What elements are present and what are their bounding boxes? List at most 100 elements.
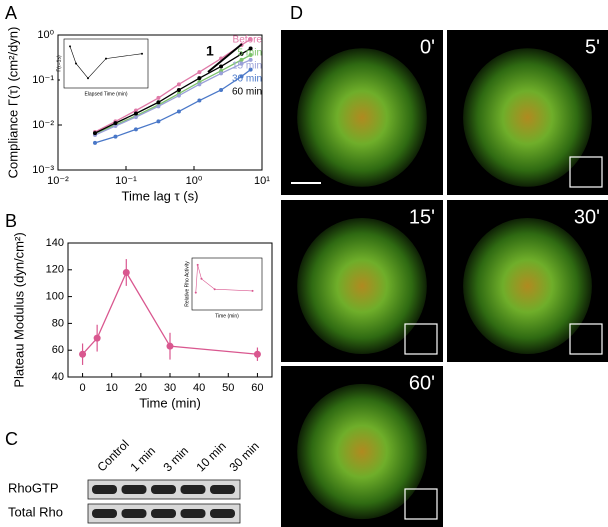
data-point	[213, 288, 216, 291]
data-point	[239, 51, 244, 56]
data-point	[79, 350, 87, 358]
x-axis-label: Time lag τ (s)	[122, 188, 199, 203]
y-axis-label: Relative Rho Activity	[184, 261, 190, 307]
data-point	[141, 52, 143, 55]
time-label: 0'	[420, 36, 435, 58]
data-point	[113, 134, 118, 139]
data-point	[87, 77, 89, 80]
data-point	[105, 57, 107, 60]
data-point	[92, 131, 97, 136]
y-tick-label: 80	[52, 317, 64, 329]
data-point	[93, 334, 101, 342]
data-point	[248, 52, 253, 57]
y-tick-label: 10⁻³	[32, 164, 54, 176]
data-point	[122, 268, 130, 276]
lane-label: 30 min	[226, 439, 261, 474]
data-point	[248, 46, 253, 51]
x-tick-label: 30	[164, 382, 176, 394]
data-point	[239, 74, 244, 79]
x-axis-label: Elapsed Time (min)	[84, 91, 127, 97]
y-tick-label: 10⁻²	[32, 119, 54, 131]
y-tick-label: 10⁻¹	[32, 74, 54, 86]
inset-box	[569, 156, 603, 188]
inset-box	[404, 488, 438, 520]
cell	[297, 48, 427, 187]
x-tick-label: 60	[251, 382, 263, 394]
time-label: 30'	[574, 206, 600, 228]
data-point	[197, 82, 202, 87]
data-point	[251, 289, 254, 292]
data-point	[248, 67, 253, 72]
legend-entry: 5 min	[238, 48, 262, 59]
data-point	[200, 277, 203, 280]
y-axis-label: Compliance Γ(τ) (cm²/dyn)	[5, 27, 20, 179]
lane-label: 1 min	[127, 444, 158, 475]
data-point	[239, 57, 244, 62]
data-point	[197, 76, 202, 81]
y-tick-label: 100	[46, 291, 64, 303]
time-label: 60'	[409, 372, 435, 394]
x-tick-label: 10⁻¹	[115, 175, 137, 187]
data-point	[133, 127, 138, 132]
band	[180, 509, 206, 518]
inset-box	[404, 323, 438, 355]
legend-entry: 15 min	[232, 61, 262, 72]
data-point	[219, 87, 224, 92]
time-label: 5'	[585, 36, 600, 58]
legend-entry: Before	[233, 35, 263, 46]
data-point	[253, 350, 261, 358]
band	[210, 485, 235, 494]
y-tick-label: 140	[46, 237, 64, 249]
x-tick-label: 10⁰	[186, 175, 203, 187]
data-point	[133, 108, 138, 113]
row-label: Total Rho	[8, 504, 63, 519]
legend-entry: 60 min	[232, 87, 262, 98]
data-point	[69, 45, 71, 48]
data-point	[113, 124, 118, 129]
data-point	[176, 109, 181, 114]
data-point	[176, 93, 181, 98]
cell	[297, 217, 427, 355]
x-tick-label: 0	[80, 382, 86, 394]
slope-label: 1	[206, 43, 214, 59]
data-point	[248, 57, 253, 62]
x-tick-label: 20	[135, 382, 147, 394]
y-tick-label: 40	[52, 371, 64, 383]
data-point	[166, 342, 174, 350]
lane-label: 3 min	[160, 444, 191, 475]
slope-guide	[207, 43, 243, 73]
cell	[297, 383, 427, 520]
band	[151, 509, 176, 518]
data-point	[197, 70, 202, 75]
data-point	[219, 71, 224, 76]
band	[180, 485, 206, 494]
inset-box	[569, 323, 603, 355]
data-point	[92, 140, 97, 145]
data-point	[176, 82, 181, 87]
data-point	[239, 61, 244, 66]
panel-letter: B	[5, 211, 17, 231]
data-point	[156, 95, 161, 100]
panel-letter: C	[5, 429, 18, 449]
x-axis-label: Time (min)	[215, 313, 239, 319]
x-tick-label: 10	[106, 382, 118, 394]
y-tick-label: 10⁰	[37, 29, 54, 41]
x-tick-label: 40	[193, 382, 205, 394]
lane-label: Control	[94, 437, 131, 474]
x-tick-label: 10⁻²	[47, 175, 69, 187]
row-label: RhoGTP	[8, 480, 59, 495]
band	[210, 509, 235, 518]
cell	[463, 48, 592, 187]
plot-frame	[191, 257, 263, 311]
data-point	[176, 87, 181, 92]
cell	[463, 217, 592, 355]
data-point	[196, 263, 199, 266]
plot-frame	[63, 38, 149, 89]
data-point	[219, 64, 224, 69]
data-point	[156, 104, 161, 109]
data-point	[194, 291, 197, 294]
y-axis-label: Γ(τ=1s)	[56, 55, 62, 72]
y-axis-label: Plateau Modulus (dyn/cm²)	[11, 232, 26, 387]
band	[121, 509, 147, 518]
